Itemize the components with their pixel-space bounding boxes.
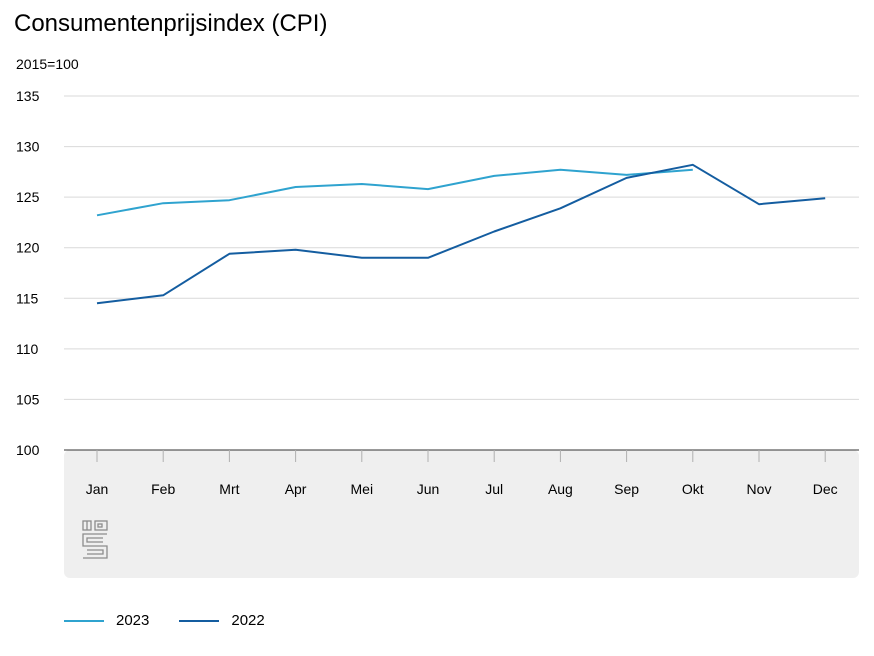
x-axis-panel xyxy=(64,450,859,578)
y-tick-label-125: 125 xyxy=(16,189,40,205)
legend: 2023 2022 xyxy=(64,612,295,629)
x-tick-label-jun: Jun xyxy=(417,481,440,497)
x-tick-label-dec: Dec xyxy=(813,481,838,497)
y-tick-label-120: 120 xyxy=(16,240,40,256)
chart-title: Consumentenprijsindex (CPI) xyxy=(14,10,328,37)
legend-item-2022: 2022 xyxy=(179,612,265,629)
x-tick-label-jan: Jan xyxy=(86,481,109,497)
legend-item-2023: 2023 xyxy=(64,612,149,629)
series-line-2022 xyxy=(96,163,826,305)
y-axis-unit-label: 2015=100 xyxy=(16,56,79,72)
y-tick-label-100: 100 xyxy=(16,442,40,458)
x-tick-label-nov: Nov xyxy=(747,481,772,497)
x-tick-label-mei: Mei xyxy=(351,481,374,497)
x-tick-label-mrt: Mrt xyxy=(219,481,239,497)
legend-swatch-2022 xyxy=(179,619,220,622)
legend-swatch-2023 xyxy=(64,619,104,622)
y-tick-label-105: 105 xyxy=(16,391,40,407)
y-tick-label-110: 110 xyxy=(16,341,39,357)
x-tick-label-okt: Okt xyxy=(682,481,704,497)
x-tick-label-jul: Jul xyxy=(485,481,503,497)
x-tick-label-feb: Feb xyxy=(151,481,175,497)
line-chart: 100 105 110 115 120 125 130 135 Jan Feb Mrt Apr Mei… xyxy=(16,88,859,578)
x-tick-label-sep: Sep xyxy=(614,481,639,497)
y-tick-label-130: 130 xyxy=(16,139,40,155)
legend-label-2022: 2022 xyxy=(231,612,265,629)
legend-label-2023: 2023 xyxy=(116,612,150,629)
x-axis-ticks: Jan Feb Mrt Apr Mei Jun Jul Aug Sep Okt Nov Dec xyxy=(86,450,838,497)
grid-lines xyxy=(64,95,859,400)
cbs-logo-icon xyxy=(82,520,108,559)
x-tick-label-aug: Aug xyxy=(548,481,573,497)
y-tick-label-115: 115 xyxy=(16,290,39,306)
series-line-2023 xyxy=(96,168,693,217)
x-tick-label-apr: Apr xyxy=(285,481,307,497)
y-tick-label-135: 135 xyxy=(16,88,40,104)
y-axis-ticks: 100 105 110 115 120 125 130 135 xyxy=(16,88,40,458)
series-lines xyxy=(96,163,826,305)
